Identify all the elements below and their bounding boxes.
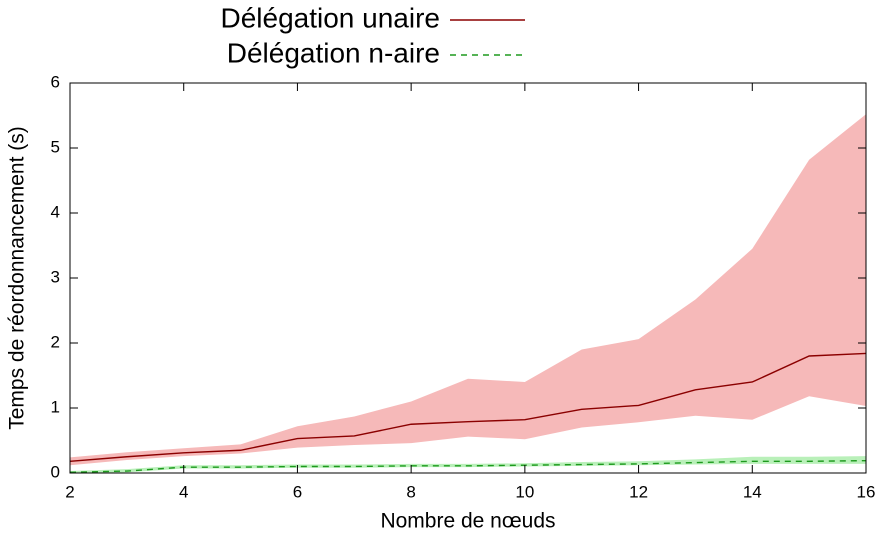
legend-label: Délégation n-aire — [227, 37, 440, 68]
y-tick-label: 5 — [51, 137, 60, 156]
y-tick-label: 6 — [51, 72, 60, 91]
x-tick-label: 12 — [629, 482, 648, 501]
series-line — [69, 459, 867, 474]
y-tick-label: 2 — [51, 332, 60, 351]
y-tick-label: 4 — [51, 202, 60, 221]
x-tick-label: 2 — [65, 482, 74, 501]
x-tick-label: 14 — [743, 482, 762, 501]
y-tick-label: 3 — [51, 267, 60, 286]
y-axis-label: Temps de réordonnancement (s) — [6, 126, 29, 430]
x-axis-label: Nombre de nœuds — [380, 510, 555, 533]
series-line — [69, 352, 867, 462]
x-tick-label: 4 — [179, 482, 188, 501]
legend-label: Délégation unaire — [221, 2, 441, 33]
x-tick-label: 8 — [406, 482, 415, 501]
y-tick-label: 1 — [51, 397, 60, 416]
y-tick-label: 0 — [51, 462, 60, 481]
x-tick-label: 6 — [293, 482, 302, 501]
x-tick-label: 10 — [515, 482, 534, 501]
band — [70, 114, 866, 466]
x-tick-label: 16 — [857, 482, 876, 501]
band — [70, 456, 866, 473]
